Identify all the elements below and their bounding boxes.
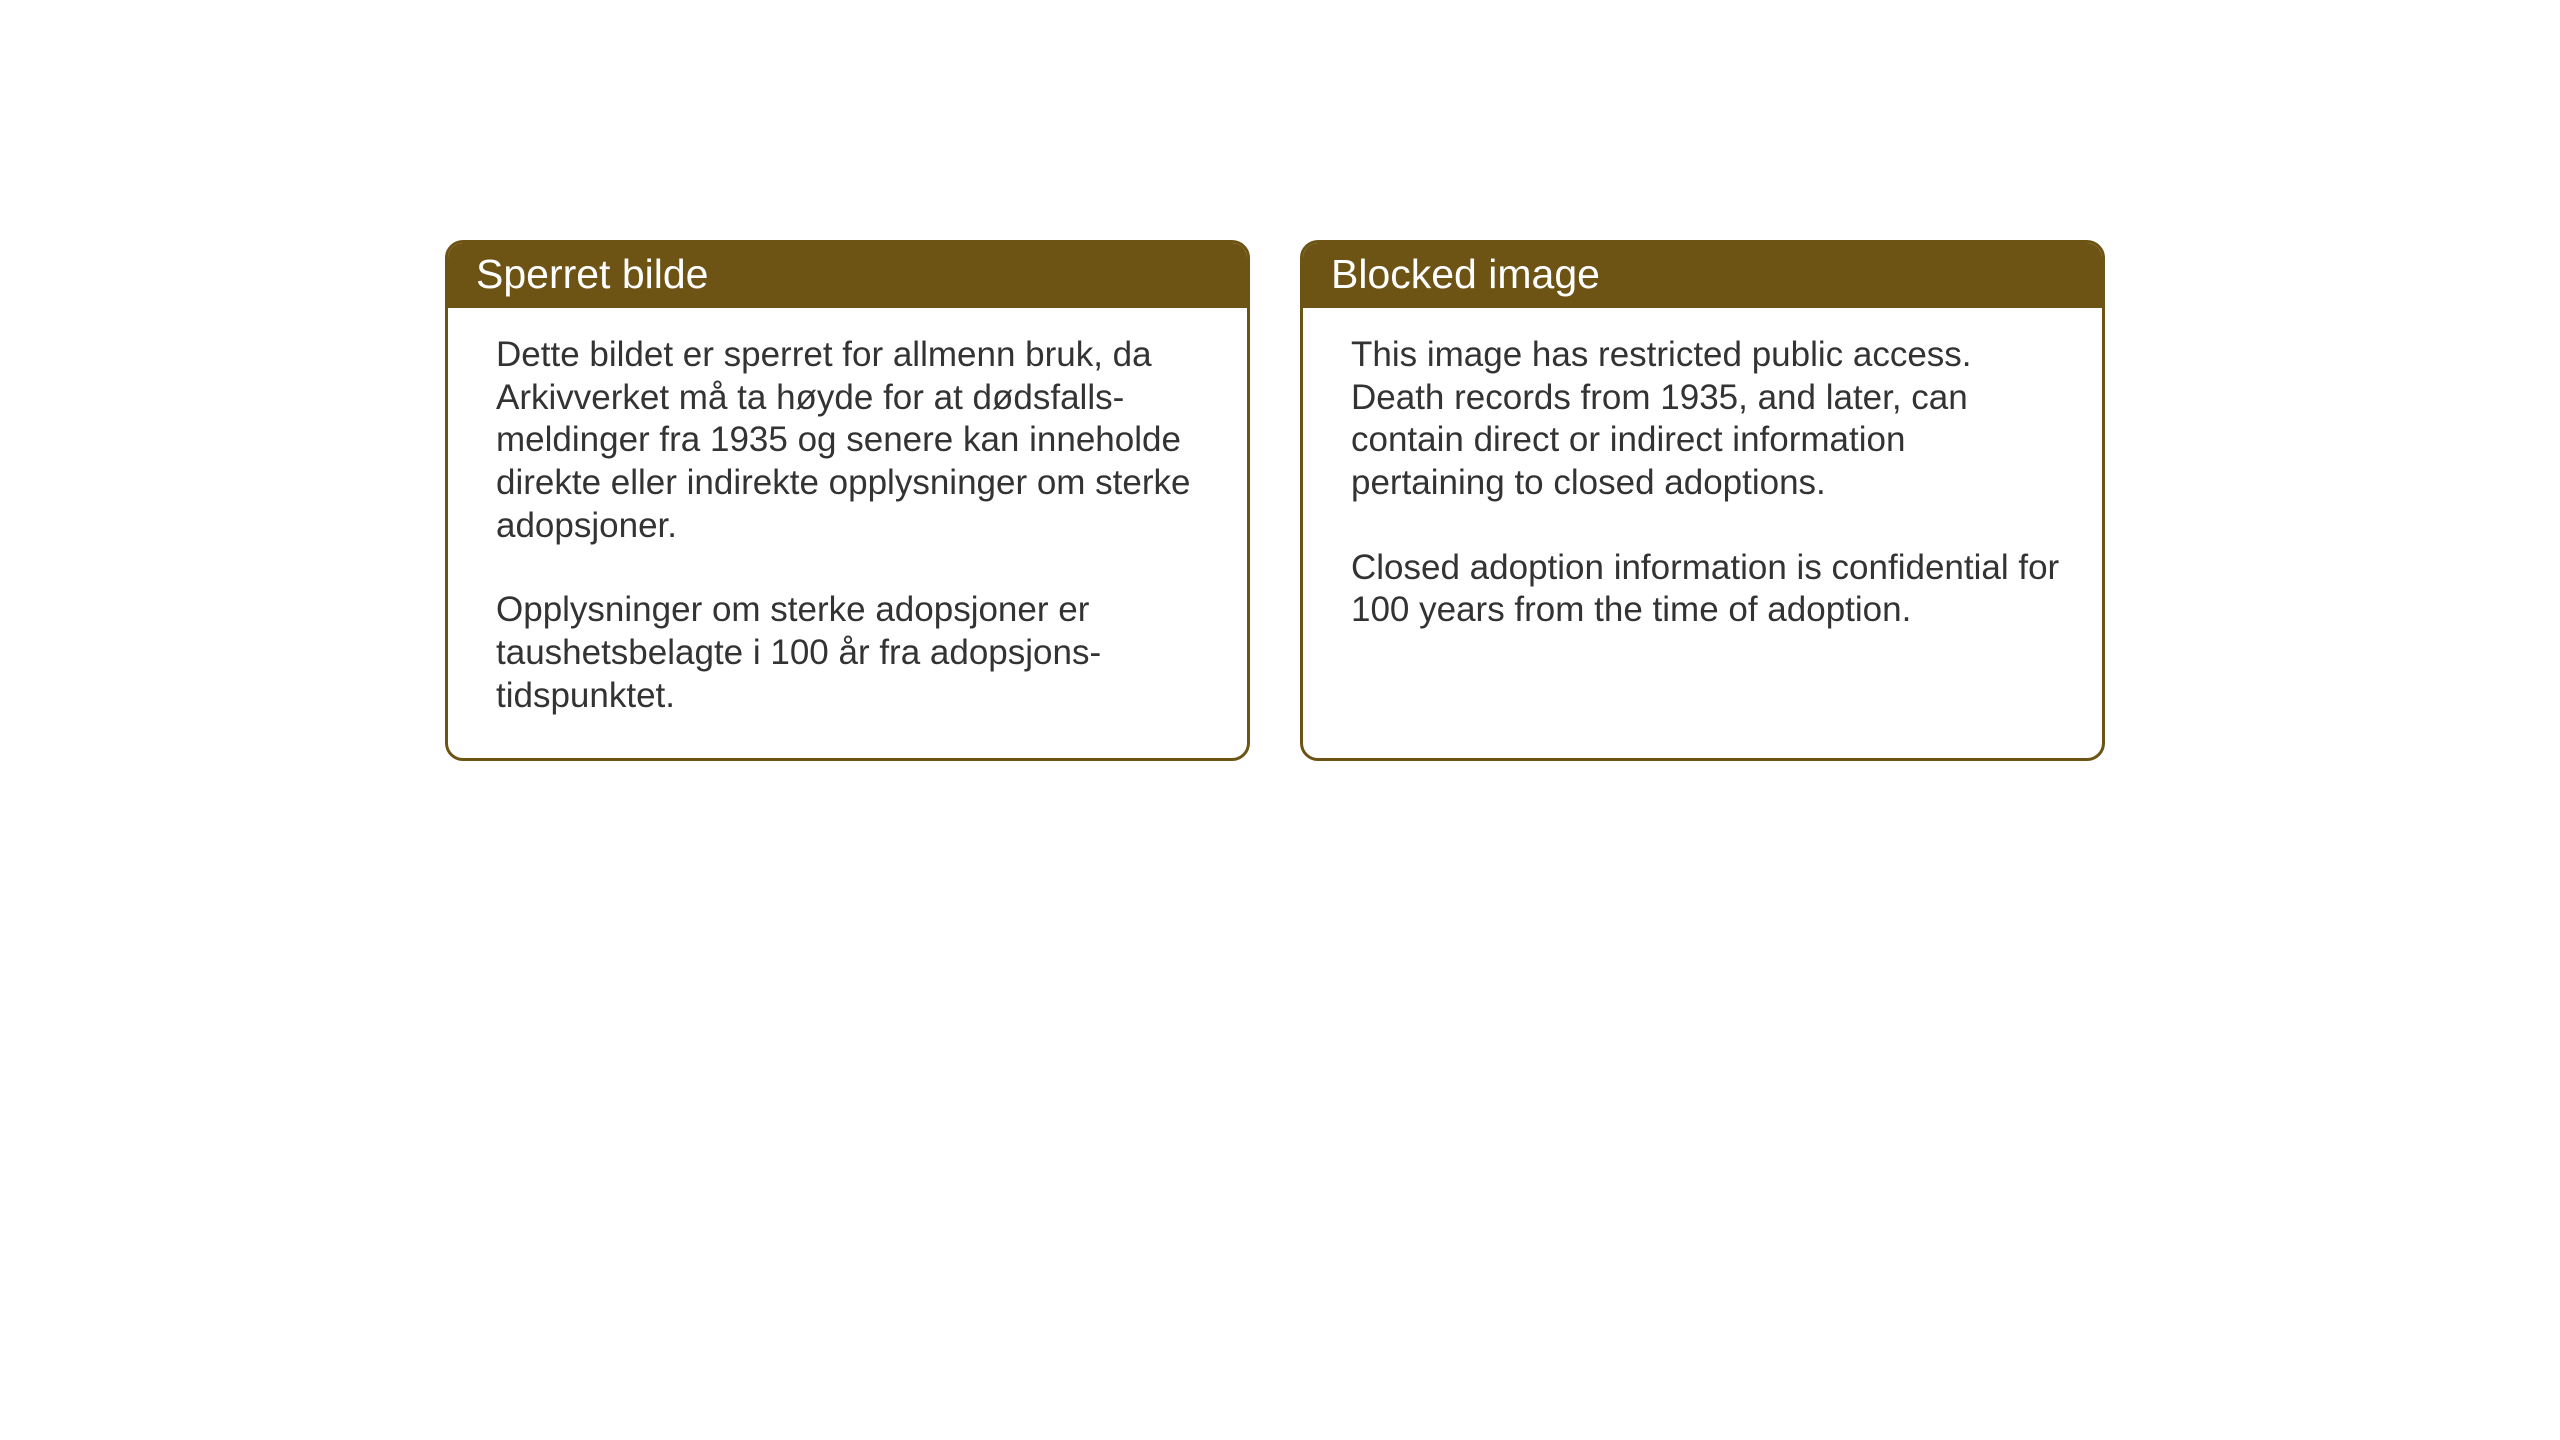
- card-paragraph-1-english: This image has restricted public access.…: [1351, 334, 2062, 505]
- card-english: Blocked image This image has restricted …: [1300, 240, 2105, 761]
- card-header-english: Blocked image: [1303, 243, 2102, 308]
- card-body-english: This image has restricted public access.…: [1303, 308, 2102, 672]
- card-norwegian: Sperret bilde Dette bildet er sperret fo…: [445, 240, 1250, 761]
- card-title-norwegian: Sperret bilde: [476, 251, 708, 297]
- cards-container: Sperret bilde Dette bildet er sperret fo…: [0, 0, 2560, 761]
- card-body-norwegian: Dette bildet er sperret for allmenn bruk…: [448, 308, 1247, 758]
- card-header-norwegian: Sperret bilde: [448, 243, 1247, 308]
- card-paragraph-1-norwegian: Dette bildet er sperret for allmenn bruk…: [496, 334, 1207, 547]
- card-paragraph-2-english: Closed adoption information is confident…: [1351, 547, 2062, 632]
- card-title-english: Blocked image: [1331, 251, 1600, 297]
- card-paragraph-2-norwegian: Opplysninger om sterke adopsjoner er tau…: [496, 589, 1207, 717]
